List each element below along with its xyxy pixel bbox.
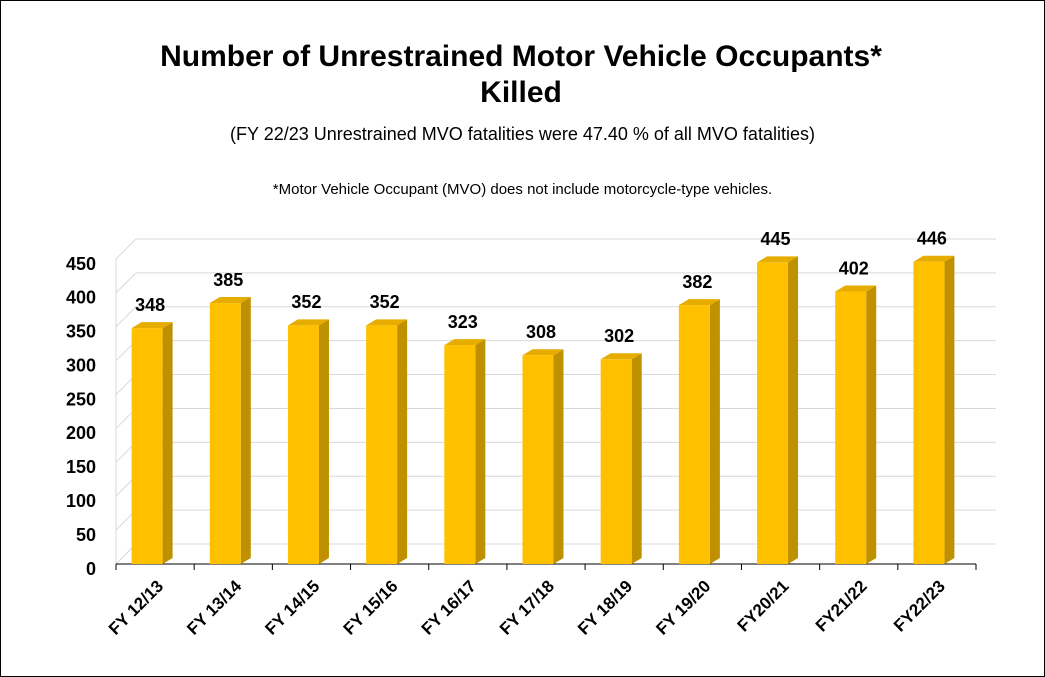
x-tick-label: FY 15/16	[340, 577, 402, 639]
data-label: 445	[761, 229, 791, 249]
bar-side	[162, 322, 173, 564]
grid-diagonal	[115, 306, 137, 328]
y-tick-label: 350	[66, 322, 96, 342]
bar	[366, 319, 408, 564]
bar-top	[835, 285, 877, 292]
bar-top	[209, 297, 251, 304]
y-tick-label: 450	[66, 254, 96, 274]
bar-side	[631, 353, 642, 564]
y-tick-label: 0	[86, 559, 96, 579]
bar-side	[240, 297, 251, 564]
bar-front	[444, 345, 476, 564]
data-label: 446	[917, 228, 947, 248]
bar	[835, 285, 877, 564]
x-tick-label: FY 12/13	[105, 577, 167, 639]
data-label: 352	[370, 292, 400, 312]
x-tick-label: FY 14/15	[261, 577, 323, 639]
data-label: 385	[213, 270, 243, 290]
data-label: 323	[448, 312, 478, 332]
chart-note: *Motor Vehicle Occupant (MVO) does not i…	[272, 181, 773, 198]
bar-top	[757, 256, 799, 263]
y-tick-label: 50	[76, 525, 96, 545]
bar	[522, 349, 564, 564]
bar-top	[522, 349, 564, 356]
x-tick-label: FY 18/19	[574, 577, 636, 639]
data-label: 352	[291, 292, 321, 312]
bar	[287, 319, 329, 564]
bar-front	[913, 261, 945, 564]
bar-side	[318, 319, 329, 564]
bar	[209, 297, 251, 564]
data-label: 402	[839, 258, 869, 278]
bar	[757, 256, 799, 564]
bar	[600, 353, 642, 564]
bar-front	[835, 291, 867, 564]
bar-front	[209, 303, 241, 564]
bar-front	[366, 325, 398, 564]
x-tick-label: FY20/21	[734, 577, 793, 636]
bar	[444, 339, 486, 564]
x-tick-label: FY 13/14	[183, 576, 245, 638]
bar-top	[600, 353, 642, 360]
bar	[131, 322, 173, 564]
x-tick-label: FY21/22	[812, 577, 871, 636]
x-tick-label: FY 16/17	[418, 577, 480, 639]
data-label: 348	[135, 295, 165, 315]
bar-side	[553, 349, 564, 564]
x-tick-label: FY 19/20	[652, 577, 714, 639]
bar-side	[397, 319, 408, 564]
grid-diagonal	[115, 238, 137, 260]
bar-front	[600, 359, 632, 564]
bar-side	[475, 339, 486, 564]
bar-top	[287, 319, 329, 326]
bar-front	[757, 262, 789, 564]
bar-top	[678, 299, 720, 306]
bar-top	[444, 339, 486, 346]
y-tick-label: 300	[66, 355, 96, 375]
chart-subtitle: (FY 22/23 Unrestrained MVO fatalities we…	[230, 124, 815, 144]
y-tick-label: 100	[66, 491, 96, 511]
y-tick-label: 250	[66, 389, 96, 409]
bar-front	[678, 305, 710, 564]
bar-front	[287, 325, 319, 564]
data-label: 308	[526, 322, 556, 342]
bar	[913, 255, 955, 564]
bar-side	[788, 256, 799, 564]
bar-top	[366, 319, 408, 326]
y-tick-label: 400	[66, 288, 96, 308]
bar-front	[131, 328, 163, 564]
bar-top	[913, 255, 955, 262]
bar	[678, 299, 720, 564]
bar-side	[866, 285, 877, 564]
bar-side	[944, 255, 955, 564]
grid-diagonal	[115, 272, 137, 294]
x-tick-label: FY 17/18	[496, 577, 558, 639]
data-label: 302	[604, 326, 634, 346]
bar-side	[709, 299, 720, 564]
data-label: 382	[682, 272, 712, 292]
y-tick-label: 150	[66, 457, 96, 477]
y-tick-label: 200	[66, 423, 96, 443]
chart-title: Number of Unrestrained Motor Vehicle Occ…	[160, 40, 882, 109]
bar-top	[131, 322, 173, 329]
x-tick-label: FY22/23	[890, 577, 949, 636]
bar-front	[522, 355, 554, 564]
